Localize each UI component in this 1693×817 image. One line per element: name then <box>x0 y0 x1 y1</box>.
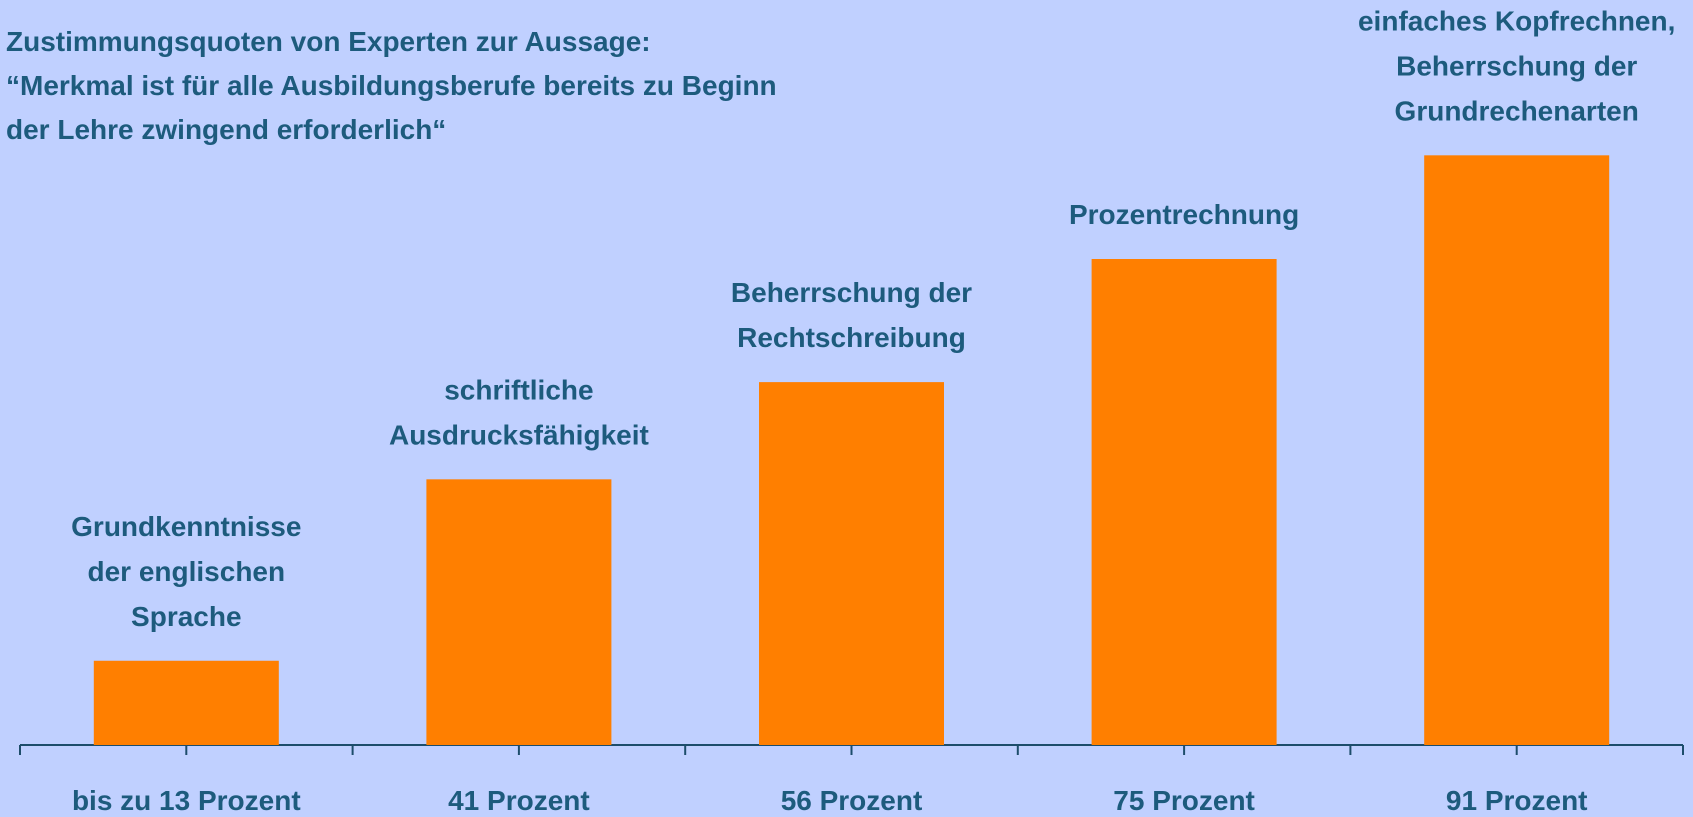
chart-title: Zustimmungsquoten von Experten zur Aussa… <box>6 26 777 145</box>
value-label: 56 Prozent <box>781 785 923 816</box>
bar <box>93 660 279 745</box>
value-label: bis zu 13 Prozent <box>72 785 301 816</box>
bar <box>759 382 944 745</box>
value-label: 91 Prozent <box>1446 785 1588 816</box>
category-label: Beherrschung der Rechtschreibung <box>731 278 972 354</box>
value-label: 75 Prozent <box>1113 785 1255 816</box>
value-label: 41 Prozent <box>448 785 590 816</box>
category-label: schriftliche Ausdrucksfähigkeit <box>389 375 649 451</box>
category-label: Grundkenntnisse der englischen Sprache <box>71 511 301 632</box>
category-label: einfaches Kopfrechnen, Beherrschung der Gr… <box>1358 6 1675 127</box>
bar <box>1424 155 1610 745</box>
category-label: Prozentrechnung <box>1069 199 1299 230</box>
bar <box>1091 259 1277 745</box>
bar <box>426 479 612 745</box>
